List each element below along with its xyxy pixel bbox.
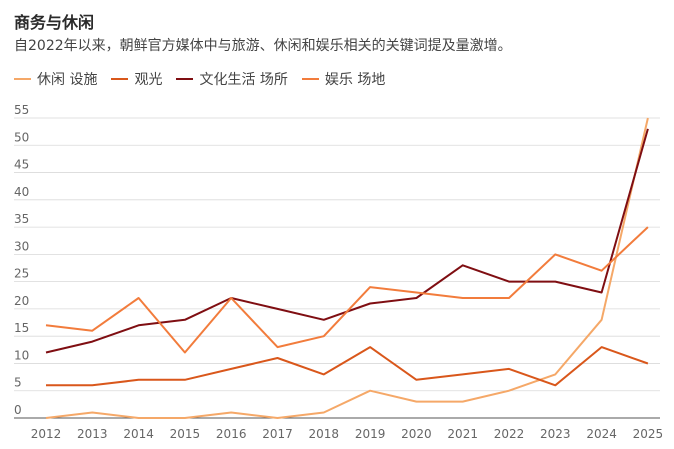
x-axis-ticks: 2012 2013 2014 2015 2016 2017 2018 2019 2020 2021… [31, 427, 663, 441]
y-tick-label: 50 [14, 130, 29, 144]
series-line [46, 346, 649, 387]
x-tick-label: 2013 [77, 427, 108, 441]
x-tick-label: 2012 [31, 427, 62, 441]
y-tick-label: 40 [14, 185, 29, 199]
legend-item: 观光 [111, 69, 162, 89]
y-tick-label: 45 [14, 158, 29, 172]
x-tick-label: 2020 [401, 427, 432, 441]
legend-swatch [301, 78, 319, 80]
x-tick-label: 2023 [540, 427, 571, 441]
legend-label: 休闲 设施 [37, 72, 98, 88]
y-tick-label: 15 [14, 321, 29, 335]
x-tick-label: 2017 [262, 427, 293, 441]
y-tick-label: 20 [14, 294, 29, 308]
x-tick-label: 2015 [170, 427, 201, 441]
series-line [45, 128, 649, 354]
x-tick-label: 2018 [309, 427, 340, 441]
x-tick-label: 2019 [355, 427, 386, 441]
chart-legend: 休闲 设施 观光 文化生活 场所 娱乐 场地 [14, 69, 399, 89]
gridlines [14, 117, 660, 419]
legend-swatch [176, 78, 194, 80]
chart-title: 商务与休闲 [14, 13, 95, 32]
x-tick-label: 2014 [123, 427, 154, 441]
legend-label: 观光 [134, 72, 163, 88]
y-tick-label: 5 [14, 376, 22, 390]
legend-item: 娱乐 场地 [301, 69, 386, 89]
y-tick-label: 55 [14, 103, 29, 117]
x-tick-label: 2021 [447, 427, 478, 441]
series-line [45, 117, 649, 419]
y-tick-label: 30 [14, 239, 29, 253]
x-tick-label: 2016 [216, 427, 247, 441]
y-tick-label: 25 [14, 267, 29, 281]
y-tick-label: 35 [14, 212, 29, 226]
legend-swatch [14, 78, 31, 80]
chart-subtitle: 自2022年以来，朝鲜官方媒体中与旅游、休闲和娱乐相关的关键词提及量激增。 [14, 38, 512, 54]
legend-item: 文化生活 场所 [176, 69, 288, 89]
legend-label: 娱乐 场地 [324, 72, 386, 88]
x-tick-label: 2025 [633, 427, 664, 441]
x-tick-label: 2024 [586, 427, 617, 441]
legend-label: 文化生活 场所 [199, 72, 288, 88]
series-line [45, 226, 649, 354]
legend-swatch [111, 78, 129, 80]
y-tick-label: 10 [14, 348, 29, 362]
x-tick-label: 2022 [494, 427, 525, 441]
y-tick-label: 0 [14, 403, 22, 417]
series-lines [45, 117, 649, 419]
legend-item: 休闲 设施 [14, 69, 97, 89]
y-axis-ticks: 0 5 10 15 20 25 30 35 40 45 50 55 [14, 103, 29, 417]
